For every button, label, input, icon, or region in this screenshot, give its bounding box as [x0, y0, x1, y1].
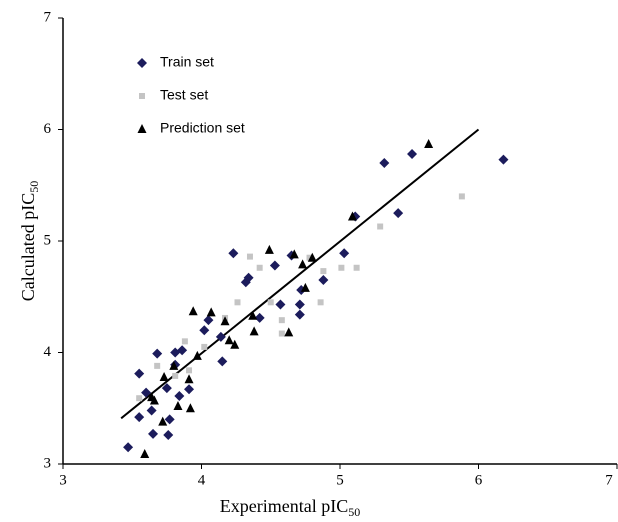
legend-marker [139, 93, 145, 99]
y-axis-label: Calculated pIC50 [18, 181, 41, 301]
marker-diamond [148, 428, 159, 439]
marker-triangle [206, 307, 216, 317]
marker-triangle [140, 448, 150, 458]
marker-triangle [249, 326, 259, 336]
marker-square [278, 330, 285, 337]
marker-triangle [173, 401, 183, 411]
marker-square [201, 343, 208, 350]
marker-triangle [188, 306, 198, 316]
marker-square [172, 372, 179, 379]
marker-triangle [220, 316, 230, 326]
x-tick-label: 6 [475, 472, 483, 488]
marker-diamond [163, 430, 174, 441]
marker-square [246, 253, 253, 260]
marker-triangle [184, 374, 194, 384]
marker-diamond [294, 309, 305, 320]
marker-diamond [203, 315, 214, 326]
marker-diamond [161, 383, 172, 394]
marker-triangle [307, 252, 317, 262]
marker-triangle [264, 244, 274, 254]
marker-square [320, 268, 327, 275]
legend-label: Train set [160, 54, 214, 70]
x-tick-label: 3 [59, 472, 67, 488]
marker-square [181, 338, 188, 345]
marker-triangle [224, 335, 234, 345]
marker-diamond [217, 356, 228, 367]
y-tick-label: 4 [44, 344, 52, 360]
marker-triangle [192, 350, 202, 360]
marker-diamond [134, 412, 145, 423]
x-tick-label: 4 [198, 472, 206, 488]
x-tick-label: 5 [336, 472, 344, 488]
marker-diamond [318, 275, 329, 286]
legend-marker [137, 124, 147, 133]
marker-diamond [275, 299, 286, 310]
marker-triangle [300, 282, 310, 292]
y-tick-label: 6 [44, 121, 52, 137]
marker-diamond [254, 312, 265, 323]
marker-square [338, 264, 345, 271]
x-axis-label: Experimental pIC50 [220, 496, 360, 519]
legend-label: Test set [160, 87, 208, 103]
marker-diamond [407, 149, 418, 160]
marker-triangle [169, 360, 179, 370]
legend-marker [137, 58, 147, 68]
marker-square [136, 395, 143, 402]
y-tick-label: 3 [44, 455, 52, 471]
y-label-text: Calculated pIC [18, 193, 38, 301]
marker-square [353, 264, 360, 271]
marker-diamond [184, 384, 195, 395]
marker-diamond [123, 442, 134, 453]
fit-line [120, 128, 480, 420]
legend: Train set Test set Prediction set [137, 54, 245, 136]
marker-square [234, 299, 241, 306]
marker-diamond [174, 390, 185, 401]
marker-triangle [149, 395, 159, 405]
marker-diamond [146, 405, 157, 416]
marker-square [186, 367, 193, 374]
marker-diamond [215, 331, 226, 342]
marker-triangle [230, 339, 240, 349]
marker-triangle [284, 327, 294, 337]
marker-triangle [159, 372, 169, 382]
marker-diamond [393, 208, 404, 219]
legend-label: Prediction set [160, 120, 245, 136]
marker-triangle [248, 310, 258, 320]
marker-diamond [243, 272, 254, 283]
marker-triangle [347, 211, 357, 221]
marker-triangle [158, 416, 168, 426]
y-tick-label: 7 [44, 9, 52, 25]
marker-square [278, 317, 285, 324]
marker-diamond [134, 368, 145, 379]
marker-diamond [379, 157, 390, 168]
marker-square [377, 223, 384, 230]
x-label-subscript: 50 [348, 505, 360, 519]
marker-diamond [164, 414, 175, 425]
marker-diamond [152, 348, 163, 359]
marker-square [317, 299, 324, 306]
marker-diamond [294, 299, 305, 310]
marker-diamond [141, 387, 152, 398]
marker-triangle [289, 249, 299, 259]
marker-triangle [298, 259, 308, 269]
marker-diamond [498, 154, 509, 165]
marker-square [458, 193, 465, 200]
y-tick-label: 5 [44, 232, 52, 248]
marker-diamond [199, 325, 210, 336]
marker-triangle [424, 138, 434, 148]
x-tick-label: 7 [605, 472, 613, 488]
y-label-subscript: 50 [27, 181, 41, 193]
marker-triangle [185, 403, 195, 413]
marker-diamond [228, 248, 239, 259]
marker-diamond [269, 260, 280, 271]
marker-square [154, 362, 161, 369]
marker-diamond [339, 248, 350, 259]
marker-square [267, 299, 274, 306]
x-label-text: Experimental pIC [220, 496, 348, 516]
marker-diamond [177, 345, 188, 356]
marker-square [256, 264, 263, 271]
